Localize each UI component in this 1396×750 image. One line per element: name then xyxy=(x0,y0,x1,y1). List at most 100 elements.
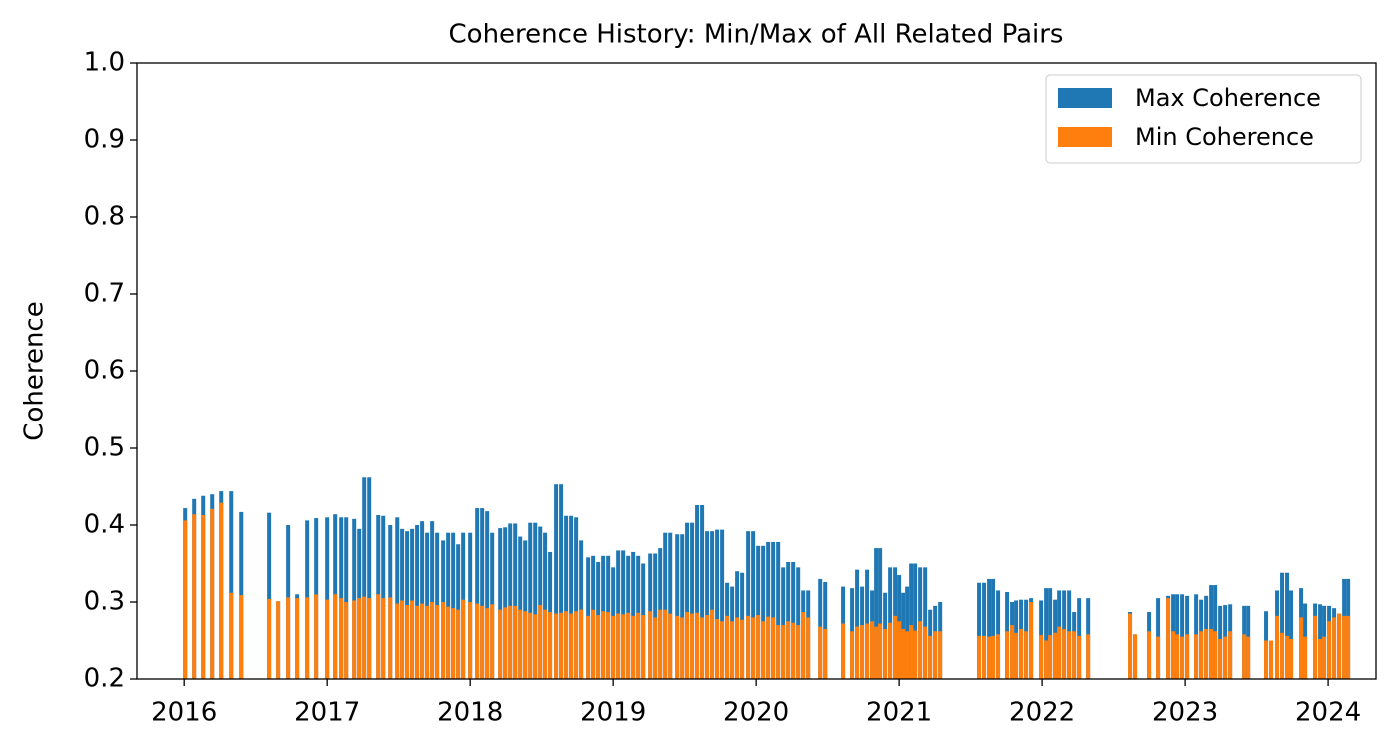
bar xyxy=(870,621,875,679)
bar xyxy=(776,541,781,679)
bar xyxy=(1014,632,1019,679)
bar xyxy=(751,617,756,679)
bar xyxy=(498,609,503,679)
bar xyxy=(219,502,224,679)
bar xyxy=(229,592,234,679)
bar xyxy=(381,598,386,679)
legend-swatch xyxy=(1058,127,1112,147)
bar xyxy=(675,534,680,679)
bar xyxy=(468,602,473,679)
bar xyxy=(621,614,626,679)
bar xyxy=(1322,636,1327,679)
bar xyxy=(1180,636,1185,679)
bar xyxy=(503,607,508,679)
bar xyxy=(648,611,653,679)
bar xyxy=(756,545,761,679)
bar xyxy=(1194,634,1199,679)
y-tick-label: 0.9 xyxy=(84,125,125,155)
bar xyxy=(893,615,898,679)
bar xyxy=(700,504,705,679)
bar xyxy=(690,613,695,679)
bar xyxy=(267,598,272,679)
bar xyxy=(1024,631,1029,679)
bar xyxy=(533,614,538,679)
bar xyxy=(874,548,879,679)
bar xyxy=(616,613,621,679)
bar xyxy=(771,541,776,679)
bar xyxy=(596,615,601,679)
bar xyxy=(367,477,372,679)
bar xyxy=(1313,615,1318,679)
bar xyxy=(720,621,725,679)
x-tick-label: 2019 xyxy=(580,698,646,728)
bar xyxy=(564,611,569,679)
bar xyxy=(239,595,244,679)
bar xyxy=(740,619,745,679)
bar xyxy=(933,631,938,679)
bar xyxy=(715,529,720,679)
x-tick-label: 2016 xyxy=(151,698,217,728)
bar xyxy=(362,596,367,679)
bar xyxy=(425,605,430,679)
bar xyxy=(344,602,349,679)
bar xyxy=(435,605,440,679)
bar xyxy=(761,545,766,679)
bar xyxy=(977,582,982,679)
bar xyxy=(381,515,386,679)
bar xyxy=(554,613,559,679)
bar xyxy=(201,514,206,679)
bar xyxy=(923,567,928,679)
bar xyxy=(913,563,918,679)
bar xyxy=(756,615,761,679)
bar xyxy=(420,521,425,679)
bar xyxy=(611,615,616,679)
bar xyxy=(938,631,943,679)
bar xyxy=(229,491,234,679)
bar xyxy=(855,569,860,679)
bar xyxy=(1128,613,1133,679)
bar xyxy=(1019,628,1024,679)
bar xyxy=(781,625,786,679)
bar xyxy=(574,517,579,679)
bar xyxy=(977,635,982,679)
bar xyxy=(786,561,791,679)
bar xyxy=(1010,625,1015,679)
bar xyxy=(1204,628,1209,679)
bar xyxy=(663,532,668,679)
bar xyxy=(475,603,480,679)
x-tick-label: 2020 xyxy=(723,698,789,728)
bar xyxy=(446,606,451,679)
bar xyxy=(480,508,485,679)
bar xyxy=(305,597,310,679)
bar xyxy=(538,605,543,679)
bar xyxy=(405,531,410,679)
legend-swatch xyxy=(1058,88,1112,108)
bar xyxy=(987,578,992,679)
bar xyxy=(1039,635,1044,679)
bar xyxy=(1209,628,1214,679)
legend-box xyxy=(1045,74,1362,164)
bar xyxy=(982,582,987,679)
bar xyxy=(1246,636,1251,679)
bar xyxy=(333,594,338,679)
bar xyxy=(668,613,673,679)
bar xyxy=(1044,588,1049,679)
bar xyxy=(564,515,569,679)
bar xyxy=(518,609,523,679)
bar xyxy=(446,532,451,679)
bar xyxy=(395,603,400,679)
bar xyxy=(420,603,425,679)
bar xyxy=(905,631,910,679)
x-tick-label: 2024 xyxy=(1295,698,1361,728)
bar xyxy=(982,635,987,679)
bar xyxy=(1264,640,1269,679)
bar xyxy=(878,623,883,679)
bar xyxy=(559,484,564,679)
bar xyxy=(554,484,559,679)
bar xyxy=(601,611,606,679)
bar xyxy=(1285,635,1290,679)
bar xyxy=(766,616,771,679)
bar xyxy=(987,636,992,679)
bar xyxy=(1337,613,1342,679)
bar xyxy=(513,523,518,679)
